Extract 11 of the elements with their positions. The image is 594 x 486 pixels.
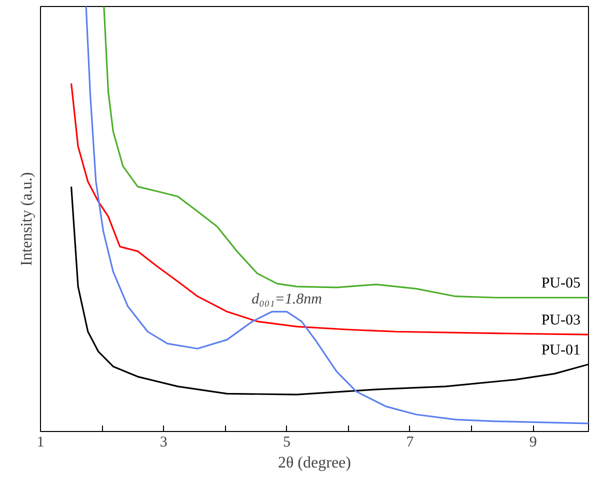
annotation: d₀₀₁=1.8nm <box>252 292 322 308</box>
series-label: PU-03 <box>541 312 580 329</box>
x-tick-label: 7 <box>406 434 414 450</box>
x-tick-label: 1 <box>36 434 44 450</box>
y-axis-title: Intensity (a.u.) <box>18 172 36 266</box>
x-tick-label: 9 <box>529 434 537 450</box>
series-label: PU-01 <box>541 342 580 358</box>
x-axis-title: 2θ (degree) <box>278 454 351 472</box>
series-label: PU-05 <box>541 276 580 292</box>
x-tick-label: 3 <box>160 434 168 450</box>
x-tick-label: 5 <box>283 434 291 450</box>
